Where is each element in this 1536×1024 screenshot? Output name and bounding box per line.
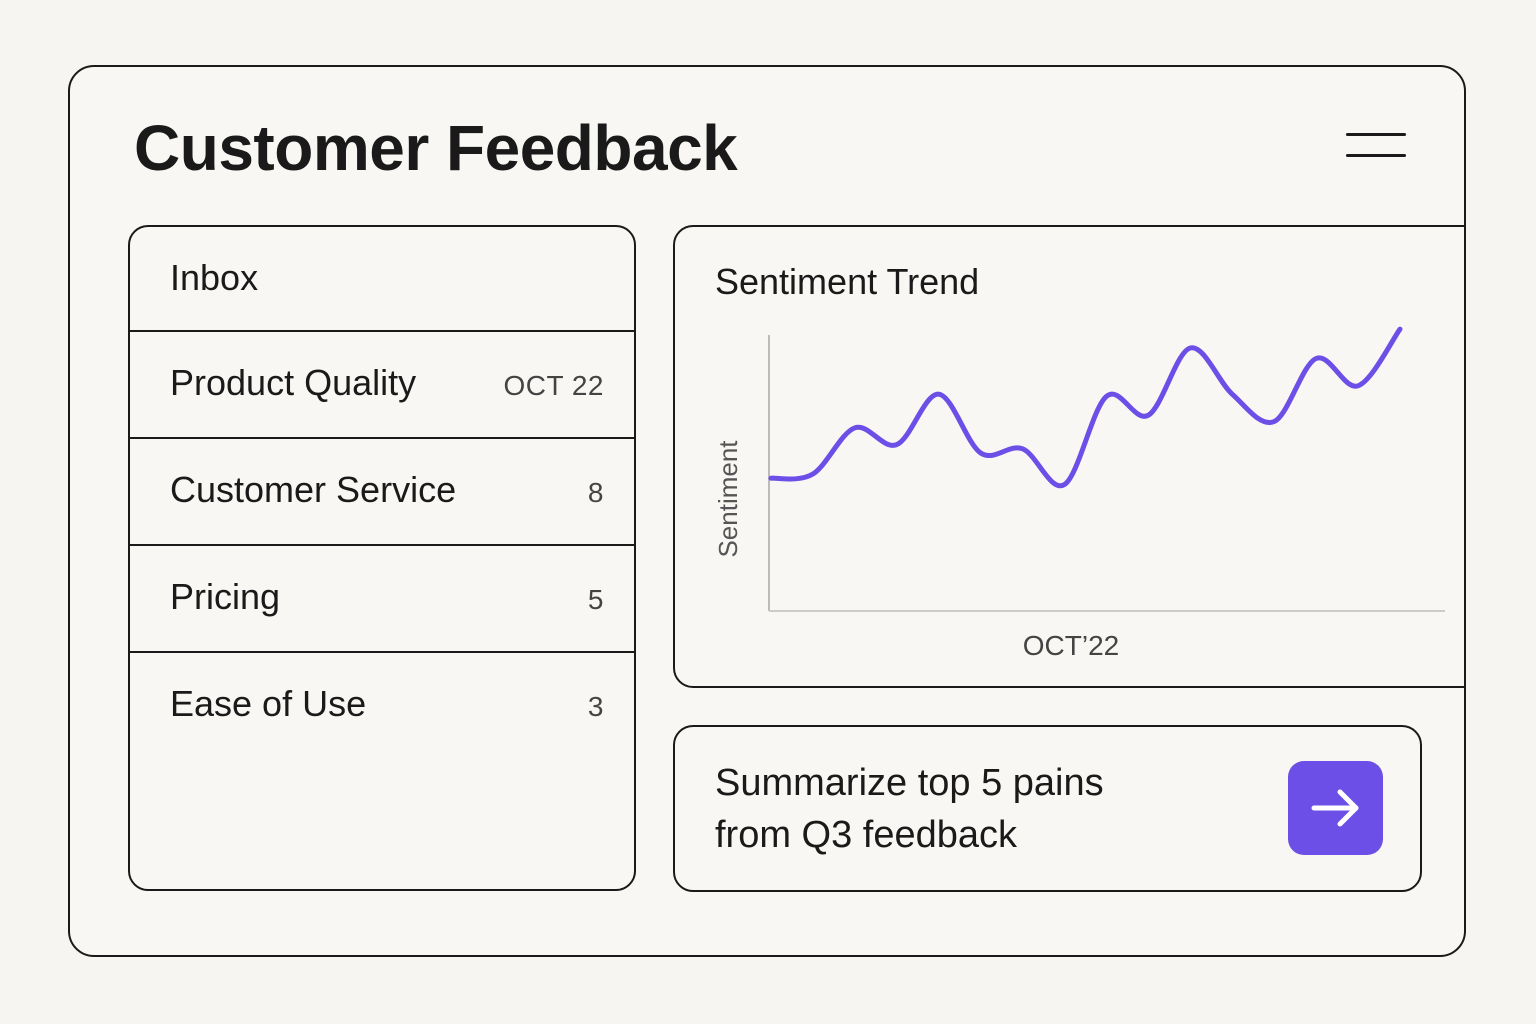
arrow-right-icon: [1311, 789, 1359, 827]
chart-title: Sentiment Trend: [715, 261, 980, 302]
y-axis-label: Sentiment: [713, 440, 743, 558]
sentiment-chart: Sentiment OCT’22: [713, 326, 1445, 661]
list-item-pricing[interactable]: Pricing 5: [130, 546, 634, 653]
list-item-count: 5: [587, 584, 604, 615]
sentiment-chart-card: Sentiment Trend Sentiment OCT’22: [673, 225, 1464, 688]
list-item-customer-service[interactable]: Customer Service 8: [130, 439, 634, 546]
page-title: Customer Feedback: [134, 112, 738, 184]
list-item-product-quality[interactable]: Product Quality OCT 22: [130, 332, 634, 439]
x-axis-label: OCT’22: [1023, 630, 1119, 661]
category-list: Inbox Product Quality OCT 22 Customer Se…: [128, 225, 636, 891]
send-button[interactable]: [1288, 761, 1383, 855]
list-item-label: Product Quality: [170, 362, 417, 403]
list-item-count: 3: [587, 691, 604, 722]
list-item-inbox[interactable]: Inbox: [130, 227, 634, 332]
menu-button[interactable]: [1340, 127, 1412, 167]
prompt-input[interactable]: Summarize top 5 pains from Q3 feedback: [715, 757, 1235, 861]
list-item-ease-of-use[interactable]: Ease of Use 3: [130, 653, 634, 760]
app-window: Customer Feedback Inbox Product Quality …: [68, 65, 1466, 957]
list-item-count: 8: [587, 477, 604, 508]
list-item-label: Pricing: [170, 576, 281, 617]
list-item-count: OCT 22: [503, 370, 604, 401]
prompt-text-line: Summarize top 5 pains: [715, 762, 1104, 804]
prompt-card[interactable]: Summarize top 5 pains from Q3 feedback: [673, 725, 1422, 892]
list-item-label: Inbox: [170, 257, 259, 298]
list-item-label: Ease of Use: [170, 683, 367, 724]
list-item-label: Customer Service: [170, 469, 457, 510]
series-line: [768, 326, 1403, 489]
prompt-text-line: from Q3 feedback: [715, 814, 1018, 856]
